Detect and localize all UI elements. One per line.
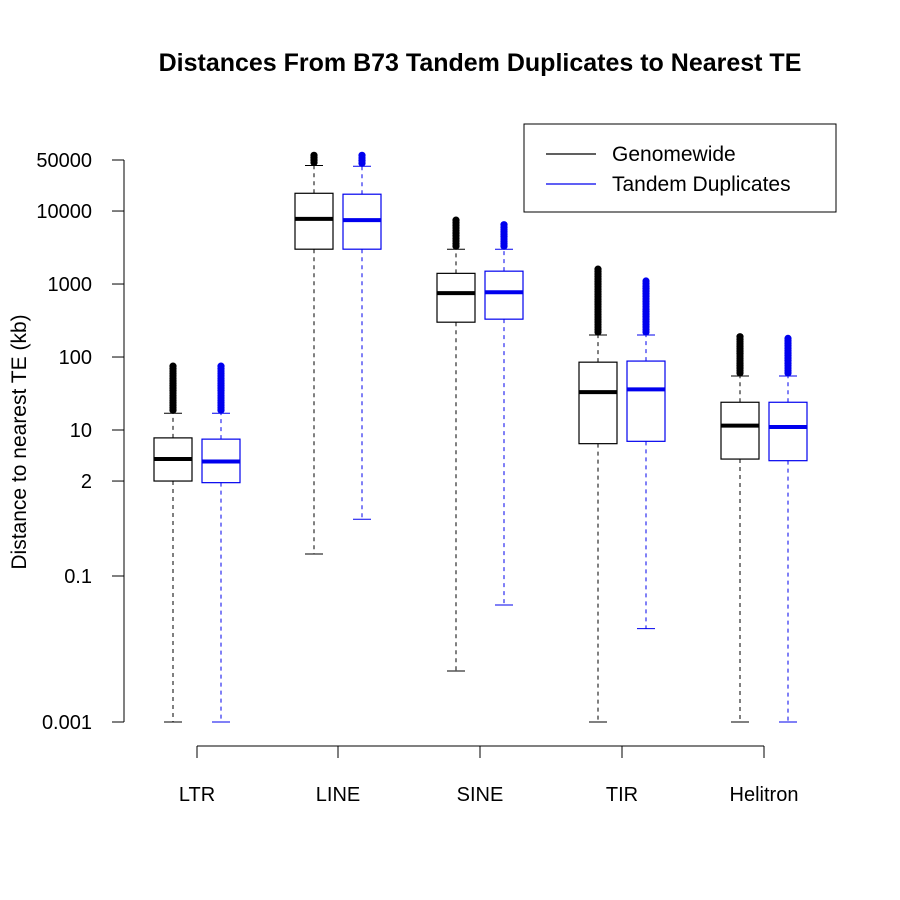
y-tick-label: 0.1 xyxy=(64,566,92,588)
y-tick-label: 2 xyxy=(81,471,92,493)
box-genomewide-ltr xyxy=(153,362,193,723)
x-tick-label: LINE xyxy=(316,784,360,806)
outlier-point xyxy=(736,333,744,341)
outlier-point xyxy=(784,334,792,342)
outlier-point xyxy=(169,362,177,370)
box-tandem-duplicates-line xyxy=(342,151,382,520)
iqr-box xyxy=(484,270,524,320)
x-tick-label: LTR xyxy=(179,784,215,806)
chart-title: Distances From B73 Tandem Duplicates to … xyxy=(159,49,802,77)
box-genomewide-tir xyxy=(578,265,618,723)
x-tick-label: TIR xyxy=(606,784,638,806)
box-tandem-duplicates-ltr xyxy=(201,362,241,723)
y-axis-label: Distance to nearest TE (kb) xyxy=(8,314,31,569)
iqr-box xyxy=(768,401,808,462)
outlier-point xyxy=(500,221,508,229)
axes: 0.001 0.1 2 10 100 1000 10000 50000 LTR LINE SINE T… xyxy=(36,150,798,806)
y-tick-label: 100 xyxy=(59,347,92,369)
box-genomewide-line xyxy=(294,151,334,555)
iqr-box xyxy=(626,360,666,442)
legend: Genomewide Tandem Duplicates xyxy=(523,123,837,213)
box-genomewide-sine xyxy=(436,216,476,672)
outlier-point xyxy=(310,151,318,159)
y-tick-label: 50000 xyxy=(36,150,92,172)
legend-label-tandem-duplicates: Tandem Duplicates xyxy=(612,173,791,196)
outlier-point xyxy=(642,277,650,285)
legend-box xyxy=(523,123,837,213)
box-tandem-duplicates-sine xyxy=(484,221,524,606)
box-series xyxy=(153,151,808,723)
iqr-box xyxy=(578,361,618,445)
iqr-box xyxy=(294,192,334,250)
y-tick-label: 10000 xyxy=(36,201,92,223)
y-tick-label: 1000 xyxy=(48,274,93,296)
outlier-point xyxy=(217,362,225,370)
outlier-point xyxy=(594,265,602,273)
box-genomewide-helitron xyxy=(720,333,760,723)
x-tick-label: Helitron xyxy=(730,784,799,806)
box-tandem-duplicates-helitron xyxy=(768,334,808,723)
iqr-box xyxy=(720,401,760,460)
legend-label-genomewide: Genomewide xyxy=(612,143,736,166)
x-tick-label: SINE xyxy=(457,784,504,806)
outlier-point xyxy=(358,151,366,159)
y-tick-label: 10 xyxy=(70,420,92,442)
y-tick-label: 0.001 xyxy=(42,712,92,734)
iqr-box xyxy=(436,272,476,323)
outlier-point xyxy=(452,216,460,224)
box-tandem-duplicates-tir xyxy=(626,277,666,630)
